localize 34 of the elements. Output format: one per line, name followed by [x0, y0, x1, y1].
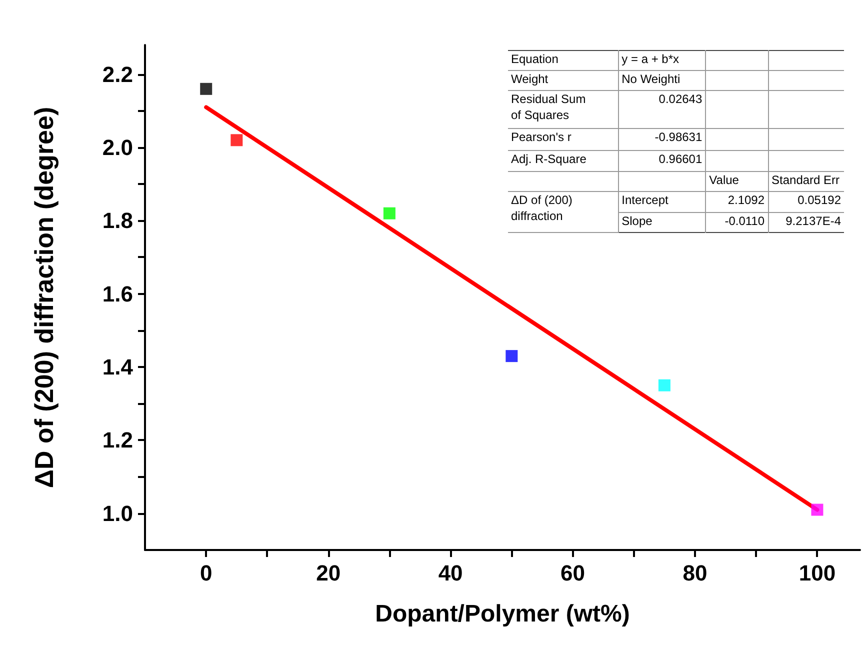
annotation: Pearson's r [508, 128, 618, 150]
y-tick-label: 1.4 [102, 354, 134, 380]
x-tick-label: 100 [798, 560, 836, 586]
annotation: ΔD of (200) diffraction [508, 192, 618, 232]
annotation: 2.1092 [706, 192, 768, 212]
annotation: Weight [508, 70, 618, 90]
annotation: Standard Err [768, 172, 844, 192]
y-tick-label: 1.6 [102, 281, 133, 306]
annotation: Intercept [618, 192, 706, 212]
annotation: 0.02643 [618, 90, 706, 128]
annotation: y = a + b*x [618, 50, 706, 70]
y-tick-label: 1.2 [102, 428, 133, 453]
x-tick-label: 60 [560, 560, 586, 586]
annotation: 0.05192 [768, 192, 844, 212]
y-axis-title: ΔD of (200) diffraction (degree) [29, 106, 59, 488]
annotation: 0.96601 [618, 150, 706, 172]
x-tick-label: 20 [316, 560, 341, 586]
annotation: Value [706, 172, 768, 192]
annotation: Equation [508, 50, 618, 70]
annotation: Slope [618, 212, 706, 232]
annotation: 9.2137E-4 [768, 212, 844, 232]
annotation: -0.0110 [706, 212, 768, 232]
annotation: Residual Sum of Squares [508, 90, 618, 128]
x-axis-title: Dopant/Polymer (wt%) [375, 600, 630, 628]
annotation: No Weighti [618, 70, 706, 90]
y-tick-label: 1.8 [102, 208, 133, 234]
y-tick-label: 1.0 [102, 500, 133, 526]
y-tick-label: 2.2 [102, 62, 133, 87]
x-tick-label: 80 [682, 560, 708, 586]
annotation: Adj. R-Square [508, 150, 618, 172]
x-tick-label: 0 [200, 560, 212, 586]
x-tick-label: 40 [438, 560, 463, 586]
annotation: -0.98631 [618, 128, 706, 150]
y-tick-label: 2.0 [102, 134, 133, 160]
